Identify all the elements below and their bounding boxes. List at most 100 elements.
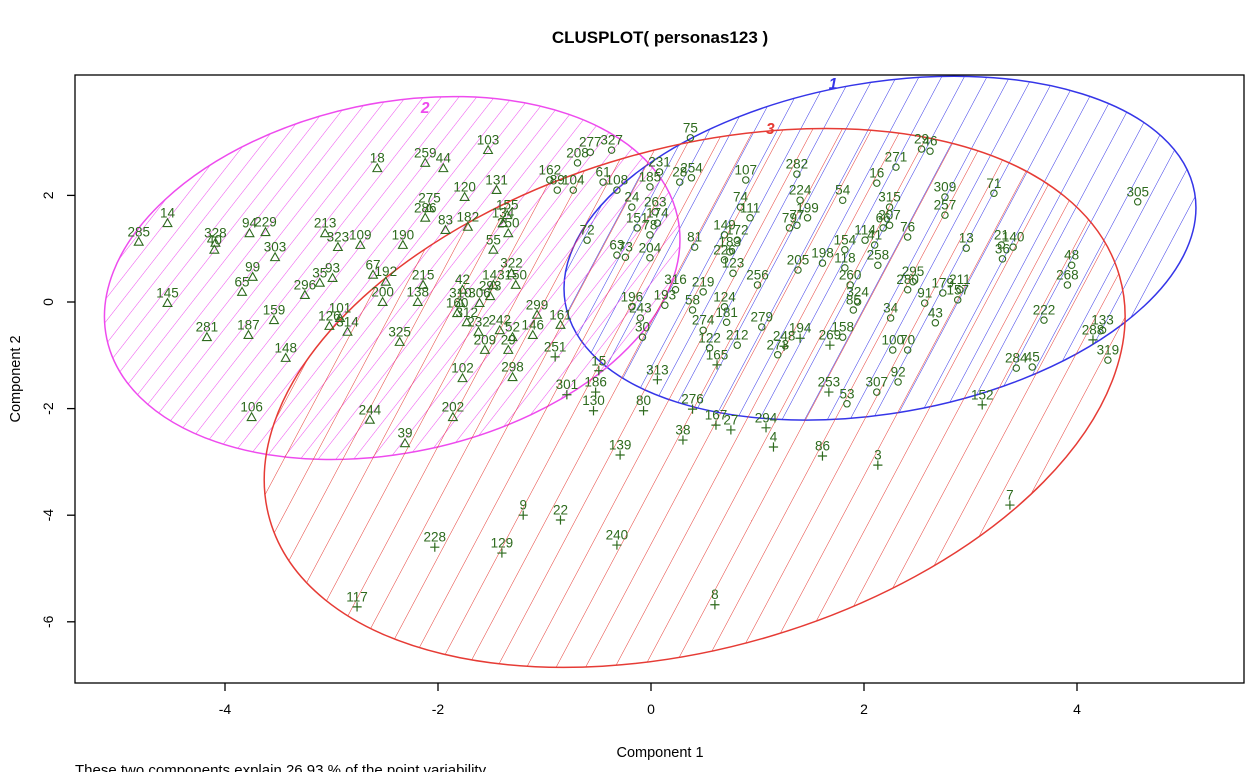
point-label: 256	[746, 267, 769, 282]
point-label: 104	[562, 173, 585, 188]
point-label: 295	[902, 264, 925, 279]
data-point: 202	[442, 400, 465, 422]
point-label: 205	[787, 253, 810, 268]
data-point: 122	[698, 330, 721, 352]
data-point: 279	[750, 310, 773, 331]
data-point: 92	[891, 364, 906, 386]
point-label: 83	[438, 213, 453, 228]
data-point: 155	[496, 198, 518, 220]
point-label: 306	[468, 286, 491, 301]
point-label: 41	[867, 227, 882, 242]
data-point: 282	[786, 157, 808, 178]
data-point: 79	[782, 210, 797, 232]
data-point: 162	[539, 162, 562, 184]
data-point: 139	[609, 437, 631, 460]
point-label: 61	[596, 165, 611, 180]
data-point: 172	[726, 223, 749, 244]
point-label: 215	[412, 267, 435, 282]
point-label: 172	[726, 223, 749, 238]
point-label: 126	[318, 308, 341, 323]
cluster-3-label: 3	[766, 121, 775, 138]
point-label: 134	[492, 206, 515, 221]
data-point: 208	[566, 145, 589, 167]
data-point: 152	[971, 387, 994, 410]
point-label: 74	[733, 190, 749, 205]
point-label: 268	[1056, 267, 1079, 282]
point-label: 7	[1006, 488, 1014, 503]
data-point: 148	[274, 340, 297, 362]
point-label: 140	[1002, 230, 1025, 245]
data-point: 325	[388, 324, 411, 346]
point-label: 250	[497, 216, 520, 231]
data-point: 93	[325, 261, 340, 282]
data-point: 58	[685, 292, 700, 314]
data-point: 78	[642, 217, 657, 239]
point-label: 146	[522, 318, 545, 333]
data-point: 91	[917, 286, 932, 307]
data-point: 54	[835, 183, 851, 204]
point-label: 45	[1025, 350, 1040, 365]
data-point: 161	[549, 307, 572, 329]
data-point: 81	[687, 230, 702, 251]
point-label: 75	[683, 120, 698, 135]
point-label: 18	[370, 151, 385, 166]
data-point: 140	[1002, 230, 1025, 251]
point-label: 77	[789, 208, 804, 223]
point-label: 52	[505, 320, 520, 335]
axes: -4 -2 0 2 420-2-4-6	[40, 74, 1245, 717]
data-point: 198	[811, 246, 834, 267]
point-label: 24	[624, 190, 640, 205]
data-point: 226	[713, 242, 736, 264]
point-label: 114	[854, 223, 876, 238]
cluster-3-ellipse	[263, 127, 1126, 669]
point-label: 202	[442, 400, 465, 415]
data-point: 306	[468, 286, 491, 308]
point-label: 29	[914, 132, 929, 147]
x-tick-label: 4	[1073, 701, 1081, 717]
data-point: 209	[474, 332, 496, 354]
point-label: 263	[644, 194, 667, 209]
point-label: 162	[539, 162, 562, 177]
data-point: 159	[263, 303, 286, 325]
data-point: 196	[621, 289, 643, 311]
point-label: 158	[831, 320, 854, 335]
point-label: 312	[455, 305, 478, 320]
point-label: 79	[782, 210, 797, 225]
data-point: 281	[196, 320, 218, 342]
data-point: 327	[600, 133, 623, 154]
cluster-ellipses	[103, 75, 1197, 669]
point-label: 86	[815, 439, 830, 454]
data-point: 35	[312, 265, 327, 287]
point-label: 78	[642, 217, 657, 232]
point-label: 286	[414, 200, 437, 215]
point-label: 301	[556, 377, 579, 392]
data-point: 312	[455, 305, 478, 327]
data-point: 71	[986, 176, 1001, 198]
point-label: 204	[639, 240, 662, 255]
point-label: 327	[600, 133, 623, 148]
data-point: 7	[1005, 488, 1015, 510]
data-point: 29	[914, 132, 929, 153]
point-label: 159	[263, 303, 286, 318]
point-label: 93	[325, 261, 340, 276]
data-point: 133	[1091, 313, 1114, 334]
point-label: 208	[566, 145, 589, 160]
data-point: 260	[839, 267, 861, 289]
data-point: 250	[497, 216, 520, 238]
data-point: 123	[722, 256, 744, 277]
data-point: 269	[819, 328, 841, 350]
point-label: 160	[446, 296, 469, 311]
point-label: 14	[160, 206, 176, 221]
point-label: 222	[1033, 303, 1056, 318]
point-label: 232	[467, 314, 490, 329]
point-label: 303	[264, 240, 287, 255]
point-label: 30	[635, 320, 650, 335]
data-point: 70	[900, 332, 915, 354]
point-label: 152	[971, 387, 994, 402]
data-point: 145	[156, 286, 179, 308]
data-point: 143	[482, 267, 505, 289]
data-point: 268	[1056, 267, 1079, 289]
data-point: 100	[881, 332, 904, 354]
data-point: 99	[245, 259, 260, 281]
